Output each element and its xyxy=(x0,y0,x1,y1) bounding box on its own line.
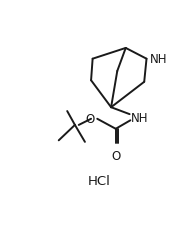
Text: HCl: HCl xyxy=(88,174,111,187)
Text: O: O xyxy=(85,113,94,126)
Text: NH: NH xyxy=(131,111,149,124)
Text: NH: NH xyxy=(150,53,167,66)
Text: O: O xyxy=(111,149,120,162)
